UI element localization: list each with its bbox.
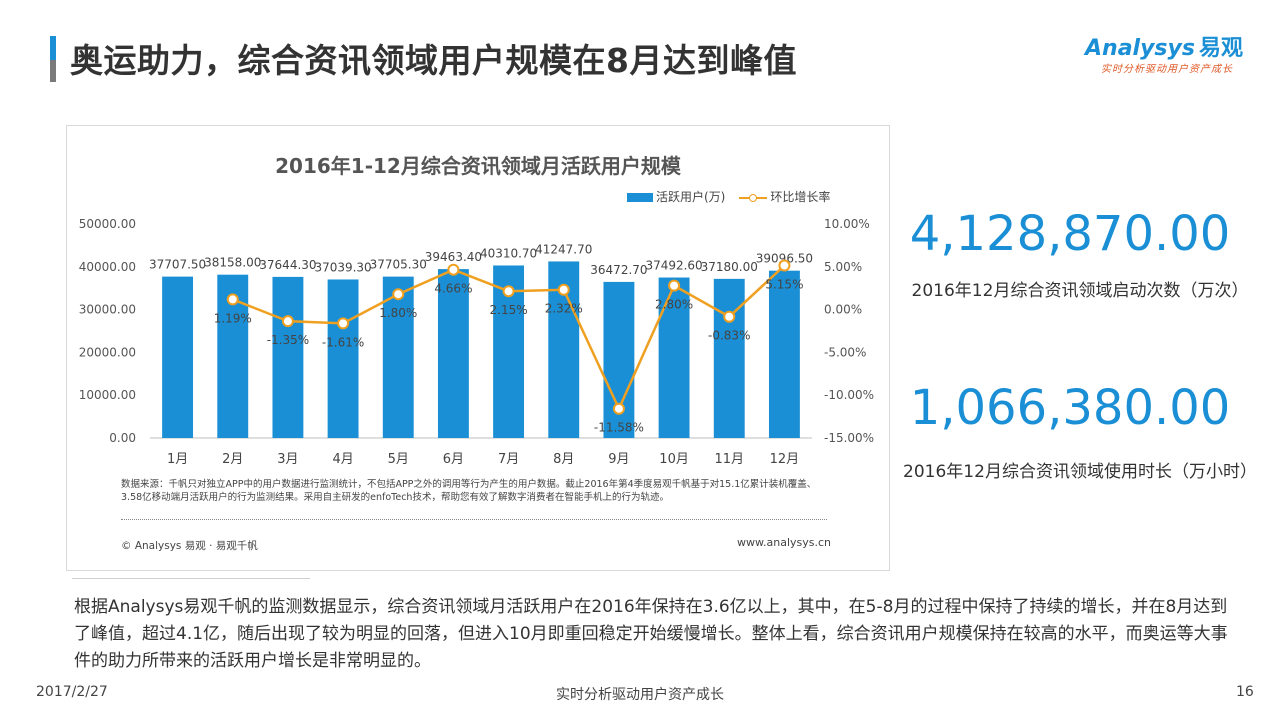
bar-value-label: 40310.70	[480, 246, 537, 260]
title-accent-bar-grey	[50, 60, 56, 82]
chart-svg: 0.00 10000.00 20000.00 30000.00 40000.00 5000…	[79, 217, 874, 467]
page-title: 奥运助力，综合资讯领域用户规模在8月达到峰值	[70, 41, 797, 80]
footer-page-number: 16	[1236, 684, 1254, 700]
chart-legend: 活跃用户(万) 环比增长率	[627, 188, 830, 205]
bar-value-label: 37180.00	[701, 260, 758, 274]
growth-rate-label: 2.15%	[490, 303, 528, 317]
y-right-tick-label: 0.00%	[824, 303, 862, 317]
growth-rate-point	[281, 315, 294, 328]
growth-rate-point	[447, 263, 460, 276]
legend-bar-label: 活跃用户(万)	[656, 190, 726, 204]
growth-rate-point	[337, 317, 350, 330]
footer-tagline: 实时分析驱动用户资产成长	[556, 687, 724, 703]
x-tick-label: 9月	[608, 452, 629, 467]
growth-rate-label: 4.66%	[434, 282, 472, 296]
text-separator	[72, 578, 310, 579]
stat-launch-count-label: 2016年12月综合资讯领域启动次数（万次）	[911, 281, 1249, 301]
logo-text: Analysys	[1085, 36, 1195, 61]
bar-1	[162, 276, 194, 438]
bar-12	[768, 270, 800, 438]
y-left-tick-label: 10000.00	[79, 388, 136, 402]
y-left-tick-label: 20000.00	[79, 345, 136, 359]
legend-line-swatch	[739, 193, 768, 203]
bar-value-label: 41247.70	[535, 242, 592, 256]
x-tick-label: 8月	[553, 452, 574, 467]
bar-3	[272, 276, 304, 438]
bar-value-label: 36472.70	[590, 263, 647, 277]
stat-usage-time-value: 1,066,380.00	[909, 380, 1231, 436]
bar-10	[658, 277, 690, 438]
bar-value-label: 39096.50	[756, 252, 813, 266]
x-tick-label: 6月	[443, 452, 464, 467]
x-tick-label: 2月	[222, 452, 243, 467]
chart-site-link[interactable]: www.analysys.cn	[737, 536, 831, 549]
stat-launch-count-value: 4,128,870.00	[909, 206, 1231, 262]
bar-value-label: 37707.50	[149, 258, 206, 272]
growth-rate-point	[668, 279, 681, 292]
x-tick-label: 4月	[332, 452, 353, 467]
x-tick-label: 1月	[167, 452, 188, 467]
chart-copyright: © Analysys 易观 · 易观千帆	[121, 540, 258, 552]
bar-value-label: 37705.30	[370, 258, 427, 272]
y-right-tick-label: 10.00%	[824, 217, 870, 231]
data-source-note: 数据来源：千帆只对独立APP中的用户数据进行监测统计，不包括APP之外的调用等行…	[121, 479, 817, 503]
growth-rate-point	[502, 285, 515, 298]
bar-value-label: 37644.30	[259, 258, 316, 272]
y-left-tick-label: 0.00	[109, 431, 136, 445]
growth-rate-point	[723, 310, 736, 323]
y-right-tick-label: -5.00%	[824, 345, 866, 359]
x-tick-label: 3月	[277, 452, 298, 467]
y-left-tick-label: 50000.00	[79, 217, 136, 231]
y-right-tick-label: -10.00%	[824, 388, 874, 402]
chart-title: 2016年1-12月综合资讯领域月活跃用户规模	[275, 154, 681, 178]
stat-usage-time-label: 2016年12月综合资讯领域使用时长（万小时）	[903, 462, 1257, 482]
bar-11	[713, 278, 745, 438]
bar-6	[437, 269, 469, 438]
growth-rate-label: -11.58%	[594, 421, 644, 435]
growth-rate-label: -1.35%	[267, 333, 309, 347]
y-left-tick-label: 40000.00	[79, 260, 136, 274]
x-tick-label: 5月	[388, 452, 409, 467]
growth-rate-label: 2.32%	[545, 302, 583, 316]
bar-value-label: 37039.30	[314, 260, 371, 274]
bar-value-label: 37492.60	[645, 259, 702, 273]
footer-date: 2017/2/27	[36, 684, 108, 700]
legend-bar-swatch	[627, 193, 653, 202]
growth-rate-point	[557, 283, 570, 296]
x-tick-label: 12月	[770, 452, 800, 467]
dotted-divider	[121, 519, 827, 520]
growth-rate-point	[392, 288, 405, 301]
growth-rate-point	[612, 402, 625, 415]
y-right-tick-label: -15.00%	[824, 431, 874, 445]
growth-rate-label: 5.15%	[765, 278, 803, 292]
bar-4	[327, 279, 359, 438]
x-tick-label: 7月	[498, 452, 519, 467]
growth-rate-point	[778, 259, 791, 272]
growth-rate-label: 1.19%	[214, 311, 252, 325]
y-left-tick-label: 30000.00	[79, 303, 136, 317]
x-tick-label: 10月	[659, 452, 689, 467]
summary-paragraph: 根据Analysys易观千帆的监测数据显示，综合资讯领域月活跃用户在2016年保…	[74, 597, 1228, 671]
legend-line-label: 环比增长率	[770, 190, 831, 204]
growth-rate-label: -0.83%	[708, 329, 750, 343]
bar-value-label: 39463.40	[425, 250, 482, 264]
chart-panel: 0.00 10000.00 20000.00 30000.00 40000.00 5000…	[66, 125, 890, 571]
logo-tagline: 实时分析驱动用户资产成长	[1101, 64, 1233, 75]
analysys-logo: Analysys 易观 实时分析驱动用户资产成长	[1085, 30, 1255, 76]
growth-rate-label: 1.80%	[379, 306, 417, 320]
x-tick-label: 11月	[714, 452, 744, 467]
title-accent-bar	[50, 36, 56, 82]
y-right-tick-label: 5.00%	[824, 260, 862, 274]
growth-rate-label: -1.61%	[322, 335, 364, 349]
growth-rate-point	[226, 293, 239, 306]
bar-value-label: 38158.00	[204, 256, 261, 270]
logo-cn: 易观	[1198, 36, 1243, 61]
bar-5	[382, 276, 414, 438]
growth-rate-label: 2.80%	[655, 298, 693, 312]
